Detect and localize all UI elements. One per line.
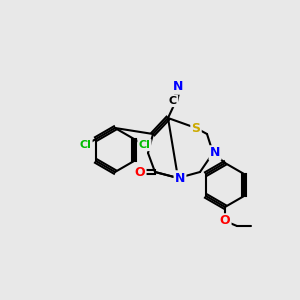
Text: S: S <box>191 122 200 134</box>
Text: N: N <box>173 80 183 94</box>
Text: N: N <box>210 146 220 160</box>
Text: O: O <box>220 214 230 227</box>
Text: Cl: Cl <box>139 140 150 150</box>
Text: C: C <box>169 96 177 106</box>
Text: O: O <box>135 166 145 178</box>
Text: Cl: Cl <box>80 140 92 150</box>
Text: N: N <box>175 172 185 184</box>
